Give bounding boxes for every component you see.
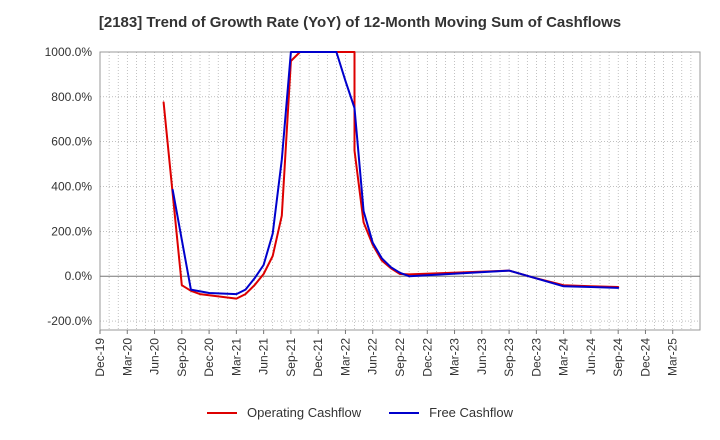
y-tick-label: 200.0% [51, 224, 92, 238]
x-tick-label: Sep-23 [502, 338, 516, 377]
x-tick-label: Sep-21 [284, 338, 298, 377]
y-tick-label: 600.0% [51, 135, 92, 149]
x-tick-label: Mar-23 [448, 338, 462, 376]
x-tick-label: Jun-20 [148, 338, 162, 375]
y-tick-label: 0.0% [65, 269, 93, 283]
x-tick-label: Dec-21 [311, 338, 325, 377]
x-tick-label: Sep-20 [175, 338, 189, 377]
y-tick-label: -200.0% [47, 314, 92, 328]
x-tick-label: Sep-24 [611, 338, 625, 377]
x-tick-label: Dec-23 [529, 338, 543, 377]
x-tick-label: Mar-25 [666, 338, 680, 376]
legend-label-operating: Operating Cashflow [247, 405, 362, 420]
legend-swatch-operating [207, 411, 237, 414]
legend: Operating Cashflow Free Cashflow [0, 405, 720, 420]
x-tick-labels: Dec-19 Mar-20 Jun-20 Sep-20 Dec-20 Mar-21 Jun-… [93, 338, 680, 377]
legend-item-operating: Operating Cashflow [207, 405, 361, 420]
x-tick-label: Mar-21 [229, 338, 243, 376]
series-group [162, 51, 620, 300]
x-tick-label: Jun-24 [584, 338, 598, 375]
x-tick-label: Jun-22 [366, 338, 380, 375]
free-cashflow-line [171, 51, 620, 296]
y-tick-label: 400.0% [51, 180, 92, 194]
x-tick-label: Mar-22 [338, 338, 352, 376]
chart-title: [2183] Trend of Growth Rate (YoY) of 12-… [98, 14, 622, 31]
y-tick-labels: 1000.0% 800.0% 600.0% 400.0% 200.0% 0.0% -200.… [45, 45, 93, 328]
x-tick-label: Dec-20 [202, 338, 216, 377]
y-tick-label: 800.0% [51, 90, 92, 104]
x-tick-label: Sep-22 [393, 338, 407, 377]
x-tick-label: Mar-20 [120, 338, 134, 376]
x-tick-label: Dec-24 [638, 338, 652, 377]
y-tick-label: 1000.0% [45, 45, 93, 59]
x-tick-label: Jun-23 [475, 338, 489, 375]
grid [99, 51, 700, 334]
x-tick-label: Dec-22 [420, 338, 434, 377]
legend-item-free: Free Cashflow [389, 405, 513, 420]
legend-label-free: Free Cashflow [429, 405, 513, 420]
x-tick-label: Mar-24 [557, 338, 571, 376]
legend-swatch-free [389, 411, 420, 414]
x-tick-label: Dec-19 [93, 338, 107, 377]
x-tick-label: Jun-21 [257, 338, 271, 375]
